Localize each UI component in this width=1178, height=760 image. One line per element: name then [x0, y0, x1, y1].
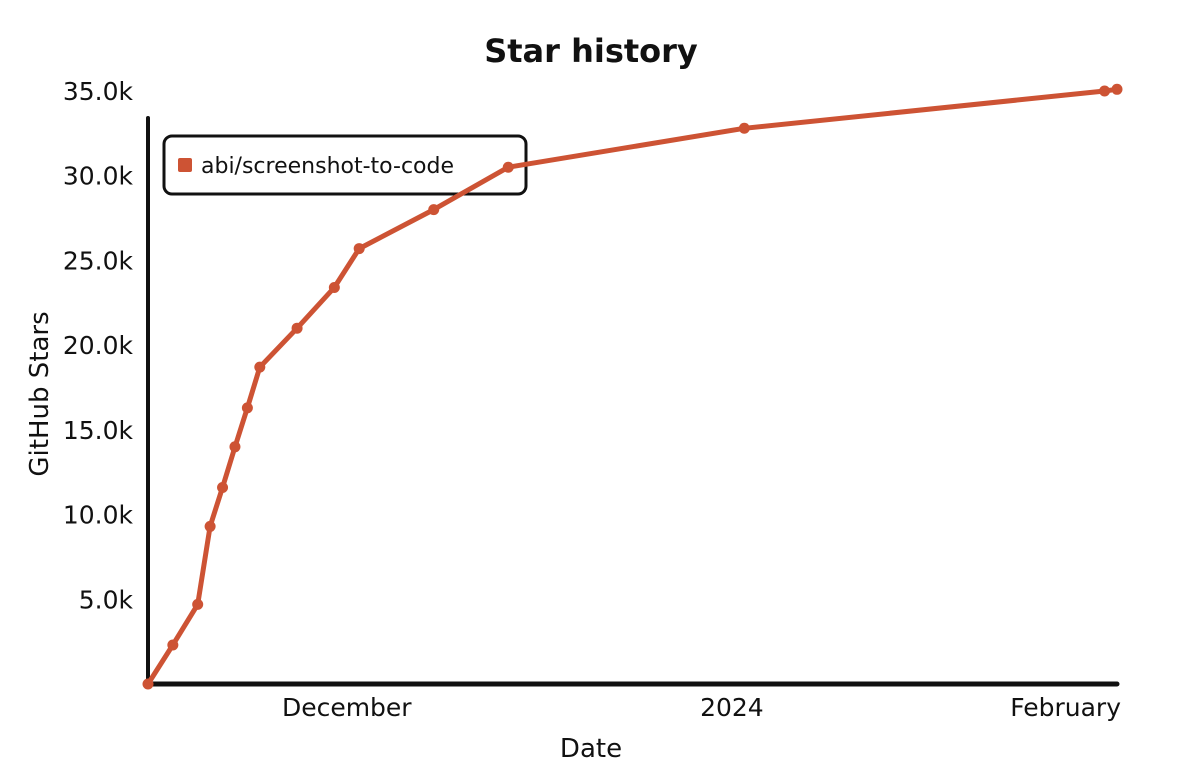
- data-point: [241, 402, 253, 414]
- y-tick-label: 35.0k: [63, 77, 134, 106]
- data-point: [1111, 83, 1123, 95]
- plot-area: [142, 83, 1123, 690]
- data-point: [167, 639, 179, 651]
- chart-title: Star history: [484, 32, 698, 70]
- x-tick-label: February: [1010, 693, 1121, 722]
- y-tick-label: 5.0k: [79, 585, 134, 614]
- data-point: [738, 122, 750, 134]
- data-point: [1099, 85, 1111, 97]
- data-point: [291, 322, 303, 334]
- data-point: [428, 204, 440, 216]
- data-point: [328, 282, 340, 294]
- data-point: [204, 520, 216, 532]
- data-point: [353, 243, 365, 255]
- y-tick-label: 30.0k: [63, 162, 134, 191]
- data-point: [142, 678, 154, 690]
- y-tick-label: 15.0k: [63, 416, 134, 445]
- data-point: [502, 161, 514, 173]
- y-tick-label: 10.0k: [63, 501, 134, 530]
- y-tick-label: 20.0k: [63, 331, 134, 360]
- legend-swatch: [178, 158, 192, 172]
- x-tick-label: 2024: [700, 693, 764, 722]
- x-axis-ticks: December 2024 February: [282, 693, 1121, 722]
- y-tick-label: 25.0k: [63, 246, 134, 275]
- data-point: [229, 441, 241, 453]
- legend-label: abi/screenshot-to-code: [201, 154, 454, 179]
- series-line: [145, 86, 1120, 687]
- x-axis-title: Date: [560, 734, 622, 760]
- y-axis-ticks: 5.0k 10.0k 15.0k 20.0k 25.0k 30.0k 35.0k: [63, 77, 134, 614]
- y-axis-title: GitHub Stars: [25, 311, 55, 476]
- data-point: [217, 481, 229, 493]
- data-point: [192, 598, 204, 610]
- data-point: [254, 361, 266, 373]
- x-tick-label: December: [282, 693, 412, 722]
